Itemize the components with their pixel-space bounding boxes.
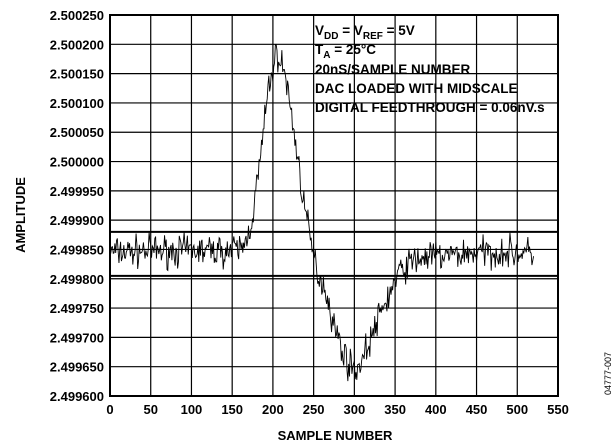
y-tick-label: 2.499700 (50, 330, 104, 345)
annotation-sample-rate: 20nS/SAMPLE NUMBER (315, 62, 471, 77)
y-tick-label: 2.500100 (50, 96, 104, 111)
amplitude-series-line (109, 43, 535, 382)
y-tick-label: 2.499650 (50, 360, 104, 375)
x-tick-label: 0 (106, 402, 113, 417)
y-tick-label: 2.499900 (50, 213, 104, 228)
x-tick-label: 500 (506, 402, 528, 417)
annotation-digital-feedthrough: DIGITAL FEEDTHROUGH = 0.06nV.s (315, 100, 545, 115)
x-tick-label: 200 (262, 402, 284, 417)
reference-lines (110, 230, 558, 277)
x-tick-label: 350 (384, 402, 406, 417)
y-tick-label: 2.499950 (50, 184, 104, 199)
x-tick-label: 400 (425, 402, 447, 417)
y-tick-label: 2.500200 (50, 37, 104, 52)
x-tick-label: 50 (143, 402, 157, 417)
x-tick-label: 250 (303, 402, 325, 417)
annotation-box: VDD = VREF = 5V TA = 25°C 20nS/SAMPLE NU… (315, 23, 545, 115)
x-tick-label: 300 (344, 402, 366, 417)
x-tick-label: 450 (466, 402, 488, 417)
x-tick-label: 150 (221, 402, 243, 417)
annotation-temperature: TA = 25°C (315, 42, 376, 61)
y-tick-label: 2.500250 (50, 8, 104, 23)
annotation-vdd-vref: VDD = VREF = 5V (315, 23, 415, 42)
annotation-dac-midscale: DAC LOADED WITH MIDSCALE (315, 81, 518, 96)
x-tick-label: 550 (547, 402, 569, 417)
y-tick-labels: 2.499600 2.499650 2.499700 2.499750 2.499800… (50, 8, 104, 404)
x-axis-title: SAMPLE NUMBER (278, 428, 393, 443)
y-tick-label: 2.499850 (50, 242, 104, 257)
y-tick-label: 2.500050 (50, 125, 104, 140)
y-tick-label: 2.499800 (50, 272, 104, 287)
figure-id: 04777-007 (603, 352, 613, 395)
y-tick-label: 2.499750 (50, 301, 104, 316)
y-tick-label: 2.500000 (50, 155, 104, 170)
y-tick-label: 2.500150 (50, 67, 104, 82)
y-tick-label: 2.499600 (50, 389, 104, 404)
chart-series (109, 43, 535, 382)
y-axis-title: AMPLITUDE (13, 177, 28, 253)
x-tick-label: 100 (181, 402, 203, 417)
plot-frame (109, 14, 559, 397)
x-tick-labels: 0 50 100 150 200 250 300 350 400 450 500 550 (106, 402, 568, 417)
